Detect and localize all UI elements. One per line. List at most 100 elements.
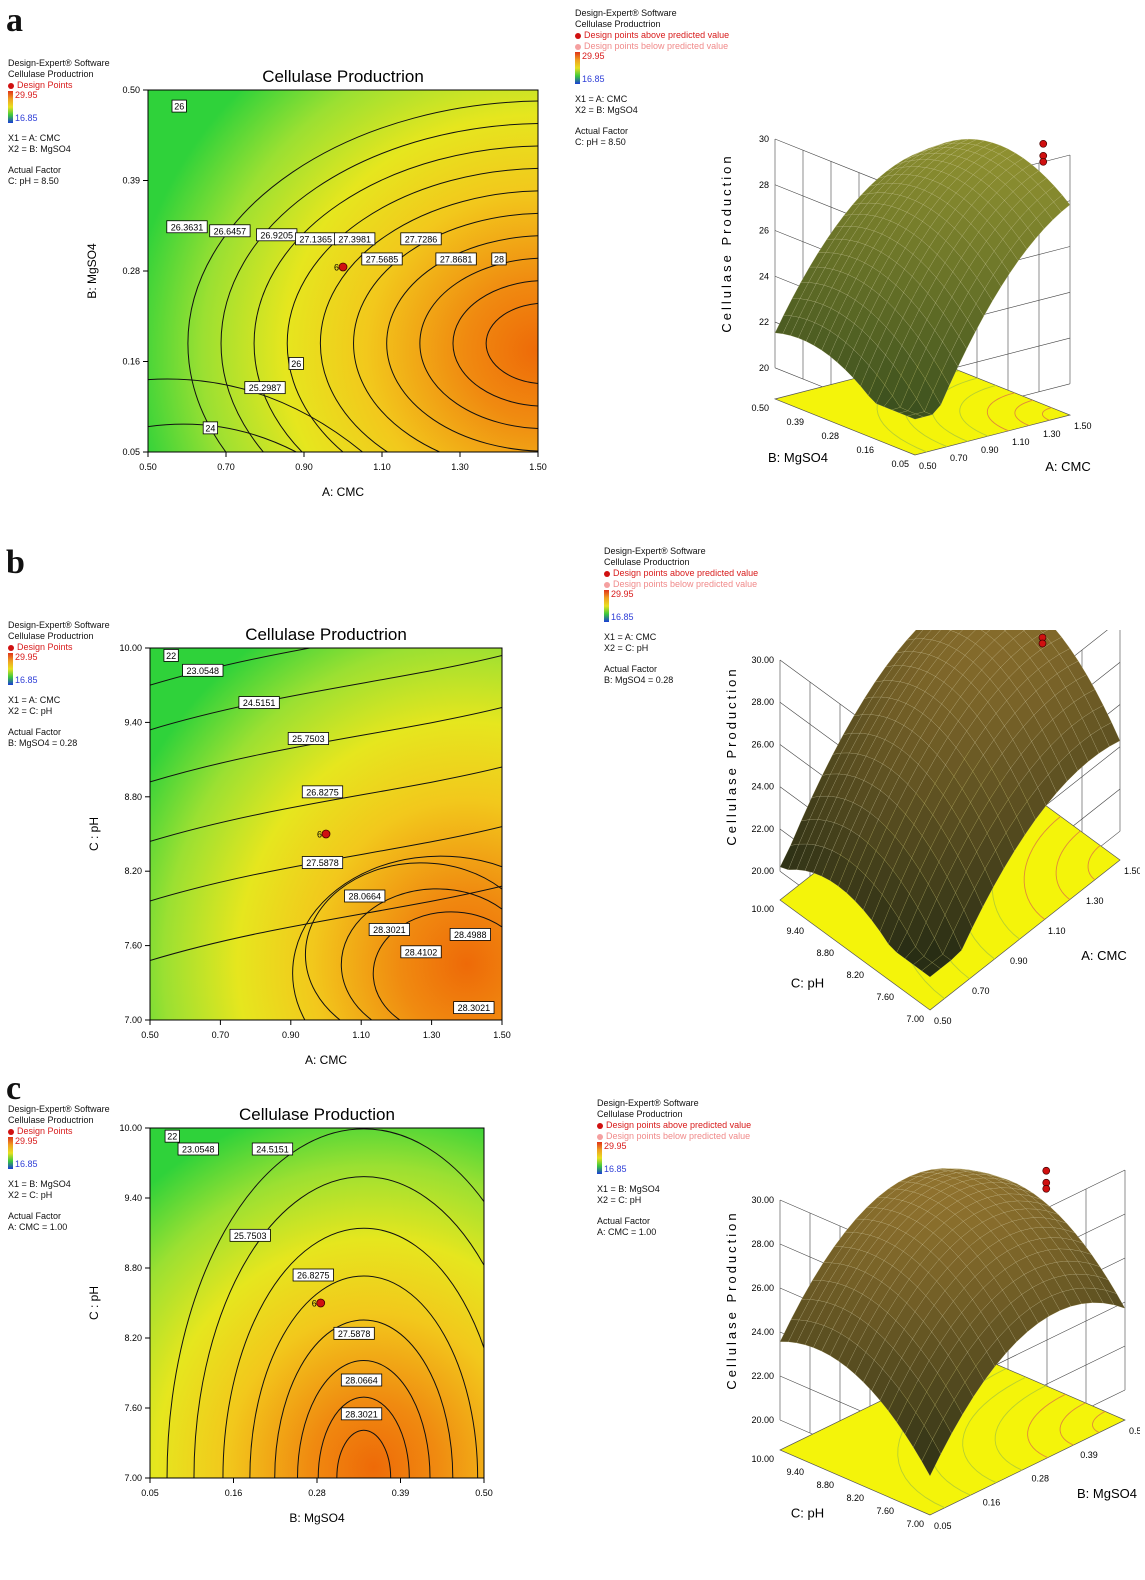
- contour-label: 23.0548: [187, 666, 220, 676]
- contour-label: 28.0664: [345, 1376, 378, 1386]
- back-tick-label: 8.80: [816, 1480, 834, 1490]
- x-tick-label: 0.50: [475, 1488, 493, 1498]
- panel-label-b: b: [6, 544, 25, 582]
- back-tick-label: 7.60: [876, 992, 894, 1002]
- z-tick-label: 24.00: [751, 1327, 774, 1337]
- front-tick-label: 0.50: [934, 1016, 952, 1026]
- contour-label: 28.3021: [458, 1003, 491, 1013]
- design-point: [322, 830, 330, 838]
- y-tick-label: 10.00: [119, 643, 142, 653]
- y-tick-label: 8.20: [124, 866, 142, 876]
- front-tick-label: 1.50: [1124, 866, 1140, 876]
- front-tick-label: 0.39: [1080, 1450, 1098, 1460]
- colorbar: [604, 590, 609, 622]
- back-tick-label: 7.60: [876, 1506, 894, 1516]
- design-point-3d: [1040, 158, 1047, 165]
- colorbar-min: 16.85: [604, 1164, 627, 1175]
- front-tick-label: 0.70: [950, 453, 968, 463]
- z-tick-label: 22.00: [751, 1371, 774, 1381]
- colorbar-min: 16.85: [611, 612, 634, 623]
- y-tick-label: 7.60: [124, 941, 142, 951]
- contour-label: 26.9205: [260, 230, 293, 240]
- back-axis-label: C: pH: [791, 976, 824, 991]
- colorbar-min: 16.85: [15, 113, 38, 124]
- x-axis-label: A: CMC: [305, 1053, 347, 1067]
- colorbar-min: 16.85: [15, 675, 38, 686]
- front-tick-label: 1.10: [1012, 437, 1030, 447]
- colorbar-min: 16.85: [582, 74, 605, 85]
- back-tick-label: 0.16: [856, 445, 874, 455]
- front-tick-label: 1.30: [1043, 429, 1061, 439]
- front-tick-label: 0.70: [972, 986, 990, 996]
- colorbar: [8, 653, 13, 685]
- y-tick-label: 8.80: [124, 792, 142, 802]
- z-tick-label: 26: [759, 226, 769, 236]
- front-tick-label: 0.16: [983, 1497, 1001, 1507]
- design-point-3d: [1043, 1167, 1050, 1174]
- contour-label: 28.4988: [454, 930, 487, 940]
- x-tick-label: 1.50: [493, 1030, 511, 1040]
- chart-title: Cellulase Production: [239, 1105, 395, 1124]
- back-tick-label: 9.40: [786, 1467, 804, 1477]
- z-tick-label: 28.00: [751, 697, 774, 707]
- contour-label: 26.8275: [297, 1271, 330, 1281]
- back-tick-label: 10.00: [751, 1454, 774, 1464]
- x-tick-label: 0.90: [295, 462, 313, 472]
- y-tick-label: 10.00: [119, 1123, 142, 1133]
- contour-label: 24: [205, 423, 215, 433]
- contour-label: 28: [494, 254, 504, 264]
- y-axis-label: B: MgSO4: [85, 243, 99, 299]
- design-point-marker-icon: [8, 1129, 14, 1135]
- colorbar: [597, 1142, 602, 1174]
- back-tick-label: 0.39: [786, 417, 804, 427]
- front-axis-label: B: MgSO4: [1077, 1486, 1137, 1501]
- back-tick-label: 8.80: [816, 948, 834, 958]
- legend-right-a: Design-Expert® Software Cellulase Produc…: [575, 8, 729, 148]
- colorbar-max: 29.95: [15, 90, 38, 101]
- legend-above: Design points above predicted value: [604, 568, 758, 579]
- legend-above: Design points above predicted value: [575, 30, 729, 41]
- colorbar-max: 29.95: [15, 1136, 38, 1147]
- front-axis-label: A: CMC: [1081, 948, 1127, 963]
- legend-actual-factor-title: Actual Factor: [575, 126, 729, 137]
- surface-plot-b: 20.0022.0024.0026.0028.0030.00Cellulase …: [720, 630, 1140, 1050]
- y-axis-label: C : pH: [87, 817, 101, 851]
- colorbar-min: 16.85: [15, 1159, 38, 1170]
- x-tick-label: 1.50: [529, 462, 547, 472]
- back-tick-label: 8.20: [846, 1493, 864, 1503]
- contour-label: 27.1365: [299, 234, 332, 244]
- y-tick-label: 7.60: [124, 1403, 142, 1413]
- x-tick-label: 0.50: [141, 1030, 159, 1040]
- panel-label-a: a: [6, 2, 23, 40]
- contour-label: 23.0548: [182, 1145, 215, 1155]
- z-axis-label: Cellulase Production: [720, 153, 734, 332]
- z-tick-label: 22: [759, 317, 769, 327]
- front-tick-label: 0.50: [919, 461, 937, 471]
- x-tick-label: 0.90: [282, 1030, 300, 1040]
- chart-title: Cellulase Productrion: [262, 67, 424, 86]
- y-tick-label: 7.00: [124, 1473, 142, 1483]
- contour-label: 27.8681: [440, 254, 473, 264]
- below-marker-icon: [575, 44, 581, 50]
- y-tick-label: 0.05: [122, 447, 140, 457]
- z-axis-label: Cellulase Production: [724, 666, 739, 845]
- contour-label: 24.5151: [256, 1145, 289, 1155]
- contour-label: 25.7503: [292, 734, 325, 744]
- z-tick-label: 28.00: [751, 1239, 774, 1249]
- front-tick-label: 0.50: [1129, 1426, 1140, 1436]
- design-point-marker-icon: [8, 645, 14, 651]
- contour-label: 27.7286: [405, 234, 438, 244]
- y-tick-label: 8.20: [124, 1333, 142, 1343]
- x-tick-label: 1.10: [373, 462, 391, 472]
- back-tick-label: 7.00: [906, 1519, 924, 1529]
- colorbar-max: 29.95: [582, 51, 605, 62]
- y-tick-label: 0.50: [122, 85, 140, 95]
- x-tick-label: 1.10: [352, 1030, 370, 1040]
- design-point-marker-icon: [8, 83, 14, 89]
- contour-label: 25.7503: [234, 1231, 267, 1241]
- front-axis-label: A: CMC: [1045, 459, 1091, 474]
- design-point-count: 6: [317, 830, 322, 840]
